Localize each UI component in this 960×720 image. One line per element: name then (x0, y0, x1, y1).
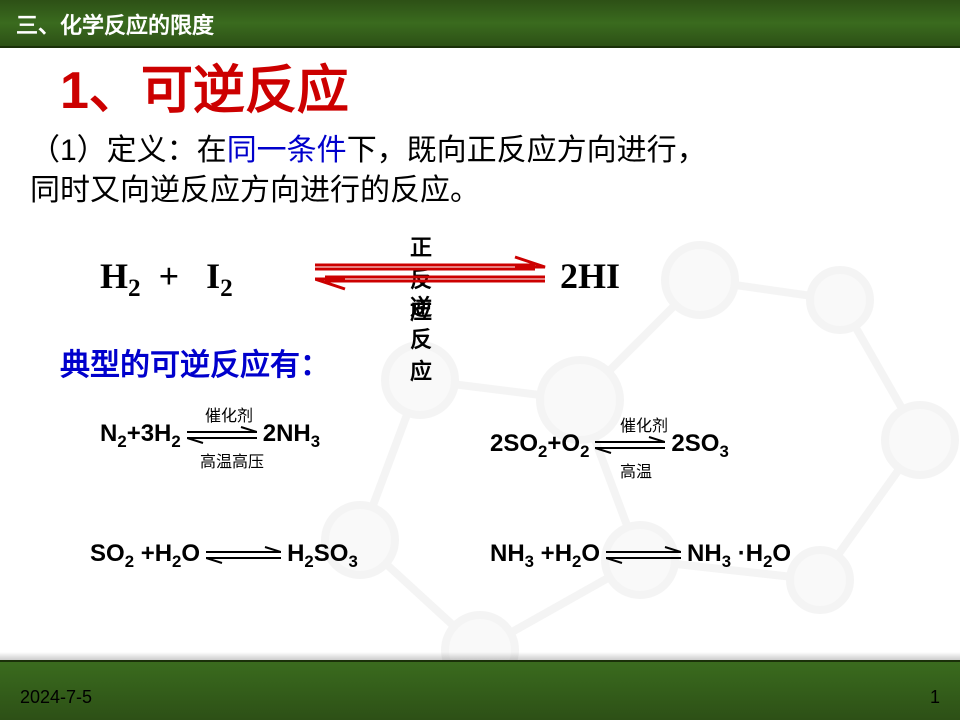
footer-date: 2024-7-5 (20, 687, 92, 708)
eq1-arrow (187, 424, 257, 448)
eq2-cond-bottom: 高温 (620, 458, 652, 482)
footer-bar (0, 660, 960, 720)
equation-3: SO2 +H2O H2SO3 (90, 540, 358, 572)
eq2-right: 2SO3 (671, 430, 728, 462)
definition-line-1: （1）定义：在同一条件下，既向正反应方向进行， (30, 125, 707, 169)
eq2-cond-top: 催化剂 (620, 412, 668, 436)
equation-4: NH3 +H2O NH3 ·H2O (490, 540, 791, 572)
equilibrium-arrow-main (315, 253, 555, 293)
footer-page-number: 1 (930, 687, 940, 708)
eq4-arrow (606, 544, 681, 568)
eq1-cond-top: 催化剂 (205, 402, 253, 426)
typical-reactions-header: 典型的可逆反应有： (60, 340, 330, 384)
eq3-right: H2SO3 (287, 540, 358, 572)
section-title: 三、化学反应的限度 (16, 8, 214, 40)
eq3-left: SO2 +H2O (90, 540, 200, 572)
page-title: 1、可逆反应 (60, 48, 349, 123)
eq1-right: 2NH3 (263, 420, 320, 452)
eq4-right: NH3 ·H2O (687, 540, 791, 572)
def-prefix: （1）定义：在 (30, 134, 227, 167)
equation-2: 催化剂 2SO2+O2 2SO3 高温 (490, 430, 729, 462)
slide-container: 三、化学反应的限度 1、可逆反应 （1）定义：在同一条件下，既向正反应方向进行，… (0, 0, 960, 720)
main-eq-left: H2 + I2 (100, 255, 233, 303)
eq3-arrow (206, 544, 281, 568)
def-highlight: 同一条件 (227, 134, 347, 167)
definition-line-2: 同时又向逆反应方向进行的反应。 (30, 165, 480, 209)
def-suffix1: 下，既向正反应方向进行， (347, 134, 707, 167)
eq1-left: N2+3H2 (100, 420, 181, 452)
eq4-left: NH3 +H2O (490, 540, 600, 572)
equation-1: 催化剂 N2+3H2 2NH3 高温高压 (100, 420, 320, 452)
eq2-left: 2SO2+O2 (490, 430, 589, 462)
eq1-cond-bottom: 高温高压 (200, 448, 264, 472)
footer-shadow (0, 652, 960, 660)
main-eq-right: 2HI (560, 255, 620, 297)
reverse-reaction-label: 逆反应 (410, 290, 432, 386)
eq2-arrow (595, 434, 665, 458)
